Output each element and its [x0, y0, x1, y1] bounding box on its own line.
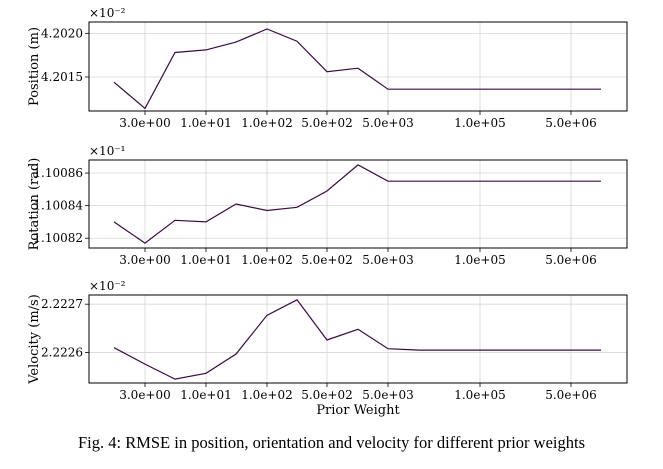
y-axis-label: Rotation (rad): [27, 158, 42, 251]
series-line: [113, 28, 601, 110]
y-tick-label: 4.2015: [41, 70, 83, 84]
chart-panel-1: 3.0e+00 1.0e+01 1.0e+02 5.0e+02 5.0e+03 1.0e+…: [27, 6, 628, 130]
x-tick-label: 5.0e+06: [545, 253, 597, 267]
x-tick-label: 1.0e+05: [454, 253, 506, 267]
series-line: [113, 299, 601, 380]
x-tick-label: 1.0e+01: [180, 388, 232, 402]
y-tick-label: 1.10084: [33, 199, 83, 213]
y-tick-label: 1.10086: [33, 166, 83, 180]
y-axis-label: Velocity (m/s): [27, 294, 42, 385]
axes-frame: [88, 21, 628, 112]
y-tick-label: 2.2226: [41, 346, 83, 360]
x-tick-label: 3.0e+00: [119, 388, 171, 402]
x-tick-label: 5.0e+03: [362, 116, 414, 130]
x-tick-label: 1.0e+02: [241, 388, 293, 402]
x-tick-label: 5.0e+02: [301, 253, 353, 267]
chart-panel-2: 3.0e+00 1.0e+01 1.0e+02 5.0e+02 5.0e+03 1.0e+…: [27, 144, 628, 267]
axes-frame: [88, 294, 628, 384]
x-axis-label: Prior Weight: [316, 403, 400, 418]
figure-caption: Fig. 4: RMSE in position, orientation an…: [77, 433, 585, 452]
y-scale-label: ×10⁻²: [89, 279, 126, 293]
series-line: [113, 164, 601, 244]
figure: 3.0e+00 1.0e+01 1.0e+02 5.0e+02 5.0e+03 1.0e+…: [27, 6, 628, 418]
x-tick-label: 5.0e+02: [301, 116, 353, 130]
x-tick-label: 1.0e+05: [454, 116, 506, 130]
y-scale-label: ×10⁻¹: [89, 144, 125, 158]
x-tick-label: 1.0e+01: [180, 116, 232, 130]
x-tick-label: 1.0e+02: [241, 116, 293, 130]
x-tick-label: 3.0e+00: [119, 253, 171, 267]
x-tick-label: 5.0e+03: [362, 253, 414, 267]
x-tick-label: 1.0e+05: [454, 388, 506, 402]
y-scale-label: ×10⁻²: [89, 6, 126, 20]
x-tick-label: 1.0e+01: [180, 253, 232, 267]
y-tick-label: 1.10082: [33, 231, 83, 245]
x-tick-label: 5.0e+06: [545, 116, 597, 130]
x-tick-label: 5.0e+03: [362, 388, 414, 402]
chart-panel-3: 3.0e+00 1.0e+01 1.0e+02 5.0e+02 5.0e+03 1.0e+…: [27, 279, 628, 418]
x-tick-label: 3.0e+00: [119, 116, 171, 130]
x-tick-label: 5.0e+02: [301, 388, 353, 402]
axes-frame: [88, 159, 628, 249]
x-tick-label: 1.0e+02: [241, 253, 293, 267]
x-tick-label: 5.0e+06: [545, 388, 597, 402]
y-tick-label: 4.2020: [41, 26, 83, 40]
y-axis-label: Position (m): [27, 27, 42, 106]
y-tick-label: 2.2227: [41, 297, 83, 311]
